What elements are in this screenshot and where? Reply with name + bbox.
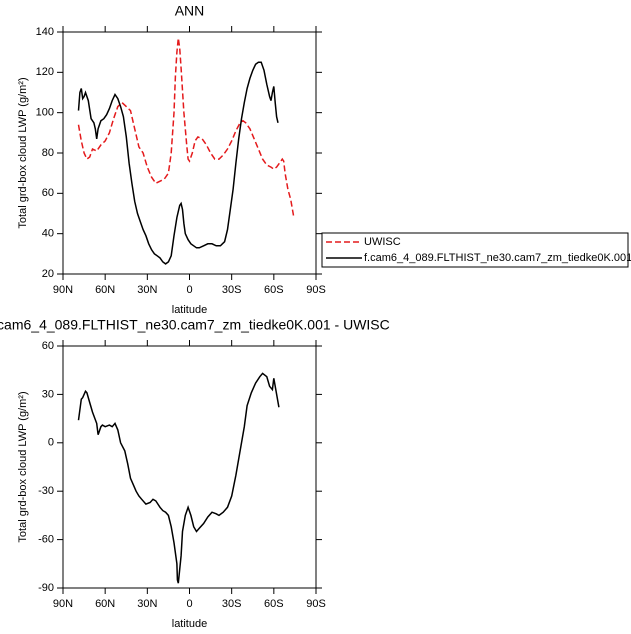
x-tick-label: 90S [306, 284, 326, 296]
y-tick-label: -30 [38, 485, 54, 497]
y-tick-label: -90 [38, 582, 54, 594]
x-axis-label: latitude [172, 618, 207, 630]
y-tick-label: -60 [38, 534, 54, 546]
x-tick-label: 90N [53, 598, 73, 610]
x-tick-label: 60S [264, 284, 284, 296]
legend-label: UWISC [364, 236, 401, 248]
y-tick-label: 100 [36, 107, 54, 119]
x-tick-label: 30N [137, 598, 157, 610]
data-line [77, 61, 279, 265]
plot-frame [62, 31, 317, 275]
x-tick-label: 30N [137, 284, 157, 296]
y-tick-label: 30 [42, 388, 54, 400]
chart-title: f.cam6_4_089.FLTHIST_ne30.cam7_zm_tiedke… [0, 317, 390, 333]
data-line [77, 372, 280, 584]
y-tick-label: 60 [42, 340, 54, 352]
legend: UWISC f.cam6_4_089.FLTHIST_ne30.cam7_zm_t… [321, 232, 631, 268]
y-axis-label: Total grd-box cloud LWP (g/m²) [17, 391, 29, 542]
y-tick-label: 20 [42, 268, 54, 280]
panel: ANN latitude Total grd-box cloud LWP (g/m²… [17, 3, 631, 316]
y-tick-label: 80 [42, 147, 54, 159]
x-tick-label: 60N [95, 598, 115, 610]
x-axis-label: latitude [172, 304, 207, 316]
y-tick-label: 40 [42, 228, 54, 240]
y-tick-label: 140 [36, 26, 54, 38]
y-tick-label: 60 [42, 187, 54, 199]
x-tick-label: 90S [306, 598, 326, 610]
legend-label: f.cam6_4_089.FLTHIST_ne30.cam7_zm_tiedke… [364, 252, 631, 264]
data-line [77, 37, 295, 216]
x-tick-label: 30S [222, 284, 242, 296]
plot-frame [62, 345, 317, 589]
x-tick-label: 60N [95, 284, 115, 296]
x-tick-label: 30S [222, 598, 242, 610]
x-tick-label: 0 [186, 284, 192, 296]
y-axis-label: Total grd-box cloud LWP (g/m²) [17, 77, 29, 228]
x-tick-label: 60S [264, 598, 284, 610]
chart-title: ANN [175, 3, 205, 19]
y-tick-label: 0 [48, 437, 54, 449]
x-tick-label: 90N [53, 284, 73, 296]
y-tick-label: 120 [36, 66, 54, 78]
legend-frame [321, 232, 629, 268]
panel: f.cam6_4_089.FLTHIST_ne30.cam7_zm_tiedke… [0, 317, 390, 630]
x-tick-label: 0 [186, 598, 192, 610]
